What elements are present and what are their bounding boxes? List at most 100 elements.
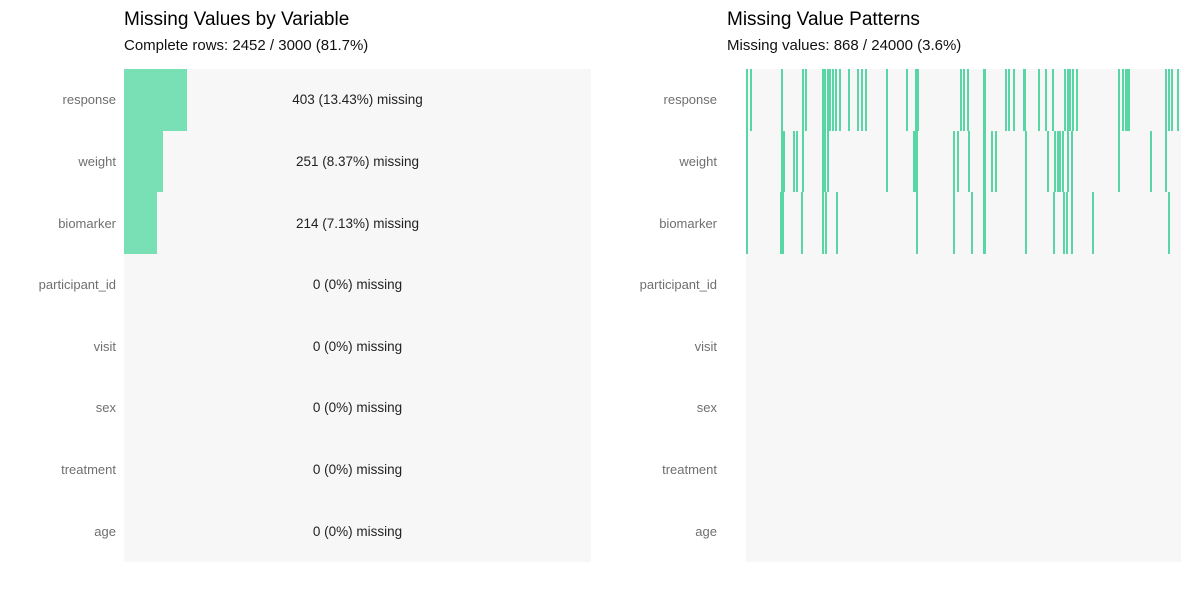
axis-label-sex: sex: [696, 400, 717, 416]
missing-tick: [829, 69, 832, 131]
missing-tick: [825, 192, 828, 254]
missing-tick: [780, 69, 783, 131]
missing-tick: [796, 130, 799, 193]
missing-tick: [822, 130, 825, 193]
missing-tick: [983, 69, 987, 131]
missing-tick: [1023, 69, 1027, 131]
missing-bar-biomarker: [124, 192, 158, 254]
bar-value-label-participant_id: 0 (0%) missing: [312, 277, 403, 293]
missing-tick: [1070, 130, 1073, 193]
missing-tick: [913, 130, 917, 193]
axis-label-sex: sex: [95, 400, 116, 416]
missing-tick: [990, 130, 993, 193]
missing-tick: [886, 69, 889, 131]
missing-tick: [1004, 69, 1007, 131]
missing-tick: [1167, 192, 1170, 254]
missing-tick: [1117, 130, 1120, 193]
missing-tick: [1037, 69, 1040, 131]
missing-tick: [826, 69, 829, 131]
bar-value-label-sex: 0 (0%) missing: [312, 400, 403, 416]
missing-tick: [916, 130, 919, 193]
missing-tick: [1164, 130, 1167, 193]
missing-tick: [749, 69, 752, 131]
missing-tick: [792, 130, 795, 193]
missing-tick: [1061, 130, 1064, 193]
missing-tick: [1117, 69, 1120, 131]
missing-tick: [832, 69, 835, 131]
missing-tick: [860, 69, 863, 131]
missing-tick: [823, 130, 826, 193]
missing-tick: [839, 69, 842, 131]
right-panel-title: Missing Value Patterns: [727, 9, 920, 30]
missing-tick: [835, 69, 838, 131]
missing-tick: [1047, 130, 1050, 193]
pattern-axis-label-column: response weight biomarker participant_id vis…: [600, 69, 717, 562]
missing-tick: [1059, 130, 1062, 193]
missing-tick: [779, 192, 782, 254]
bar-value-label-visit: 0 (0%) missing: [312, 338, 403, 354]
left-panel-title: Missing Values by Variable: [124, 9, 350, 30]
missing-tick: [1170, 69, 1173, 131]
missing-tick: [983, 192, 987, 254]
missing-tick: [1124, 69, 1128, 131]
missing-tick: [1091, 192, 1094, 254]
bar-value-label-response: 403 (13.43%) missing: [292, 92, 423, 108]
missing-tick: [782, 192, 785, 254]
missing-tick: [994, 130, 997, 193]
missing-bar-response: [124, 69, 187, 131]
axis-label-biomarker: biomarker: [659, 215, 717, 231]
missing-tick: [1150, 130, 1153, 193]
missing-tick: [746, 69, 748, 131]
missing-tick: [865, 69, 868, 131]
axis-label-response: response: [663, 92, 717, 108]
axis-label-biomarker: biomarker: [58, 215, 116, 231]
axis-label-participant_id: participant_id: [38, 277, 116, 293]
missing-tick: [856, 69, 859, 131]
axis-label-treatment: treatment: [662, 462, 717, 478]
bar-value-label-age: 0 (0%) missing: [312, 523, 403, 539]
missing-tick: [916, 192, 919, 254]
axis-label-response: response: [62, 92, 116, 108]
missing-tick: [805, 69, 808, 131]
missing-tick: [967, 130, 970, 193]
missing-tick: [1053, 130, 1056, 193]
missing-tick: [1063, 69, 1066, 131]
missing-tick: [1069, 69, 1072, 131]
bar-value-label-biomarker: 214 (7.13%) missing: [295, 215, 420, 231]
missing-tick: [823, 69, 826, 131]
missing-tick: [1024, 192, 1027, 254]
left-panel-subtitle: Complete rows: 2452 / 3000 (81.7%): [124, 37, 369, 54]
missing-tick: [1057, 130, 1060, 193]
missing-tick: [802, 130, 805, 193]
missing-tick: [1007, 69, 1010, 131]
missing-tick: [953, 192, 956, 254]
missing-tick: [847, 69, 850, 131]
missing-bar-plot: 403 (13.43%) missing 251 (8.37%) missing 2…: [124, 69, 591, 562]
missing-tick: [970, 192, 973, 254]
missing-tick: [1051, 69, 1054, 131]
bar-value-label-treatment: 0 (0%) missing: [312, 462, 403, 478]
missing-tick: [746, 130, 748, 193]
missing-tick: [1177, 69, 1180, 131]
missing-tick: [1127, 69, 1130, 131]
missing-tick: [963, 69, 966, 131]
missing-tick: [1167, 69, 1170, 131]
right-panel-subtitle: Missing values: 868 / 24000 (3.6%): [727, 37, 962, 54]
missing-tick: [782, 130, 785, 193]
missing-tick: [780, 130, 783, 193]
missing-tick: [1071, 69, 1074, 131]
missing-tick: [916, 69, 919, 131]
axis-label-weight: weight: [78, 153, 116, 169]
missing-pattern-plot: [746, 69, 1181, 562]
missing-tick: [1063, 192, 1066, 254]
missing-tick: [1044, 69, 1047, 131]
missing-tick: [953, 130, 956, 193]
missing-tick: [1067, 69, 1070, 131]
axis-label-visit: visit: [93, 338, 116, 354]
missing-tick: [800, 192, 803, 254]
axis-label-age: age: [94, 523, 116, 539]
missing-tick: [1076, 69, 1079, 131]
bar-value-label-weight: 251 (8.37%) missing: [295, 153, 420, 169]
